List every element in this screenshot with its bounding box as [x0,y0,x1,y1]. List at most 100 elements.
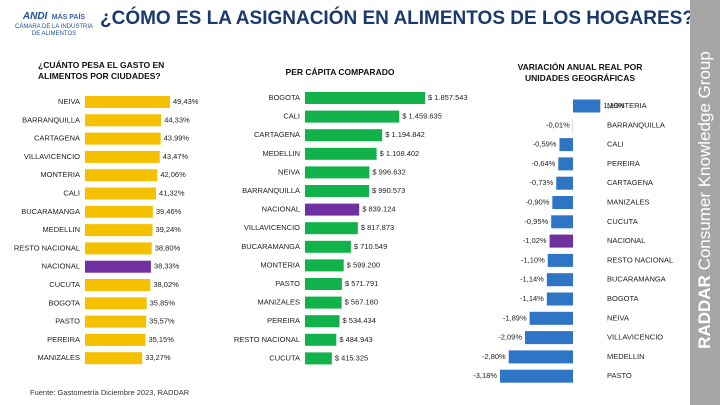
category-label: BARRANQUILLA [22,115,80,124]
chart-title: PER CÁPITA COMPARADO [285,67,395,77]
bar [85,224,153,237]
brand-band: RADDAR Consumer Knowledge Group [690,0,720,405]
bar [573,99,601,113]
category-label: CALI [607,140,624,149]
value-label: $ 534.434 [343,316,376,325]
category-label: PASTO [607,371,632,380]
category-label: NEIVA [607,313,629,322]
bar [305,222,358,235]
value-label: 39,24% [155,225,181,234]
value-label: $ 484.943 [339,335,372,344]
value-label: 39,46% [156,207,182,216]
chart-title: ¿CUÁNTO PESA EL GASTO EN ALIMENTOS POR C… [38,60,165,81]
value-label: $ 599.200 [347,260,380,269]
bar [305,296,342,309]
value-label: -1,89% [503,313,527,322]
bar [500,369,573,383]
bar [85,260,151,273]
category-label: PASTO [55,317,80,326]
category-label: NACIONAL [42,262,80,271]
value-label: 38,80% [155,243,181,252]
value-label: $ 1.194.842 [385,130,425,139]
category-label: PEREIRA [47,335,80,344]
value-label: -2,80% [482,352,506,361]
bar [85,169,158,182]
category-label: BUCARAMANGA [241,242,300,251]
bar [559,138,573,152]
logo-tagline: MÁS PAÍS [51,14,86,21]
bar [305,333,337,346]
category-label: MEDELLIN [262,149,300,158]
value-label: $ 415.325 [335,353,368,362]
value-label: -3,18% [473,371,497,380]
category-label: CARTAGENA [254,130,300,139]
value-label: 41,32% [159,188,185,197]
bar [305,129,383,142]
value-label: $ 1.108.402 [380,149,420,158]
category-label: PASTO [275,279,300,288]
logo: ANDI MÁS PAÍS CÁMARA DE LA INDUSTRIA DE … [14,6,94,38]
chart-title: VARIACIÓN ANUAL REAL POR UNIDADES GEOGRÁ… [517,62,643,83]
category-label: MEDELLIN [607,352,645,361]
value-label: 43,47% [163,152,189,161]
logo-brand: ANDI [22,11,48,22]
bar [85,150,160,163]
value-label: 38,02% [153,280,179,289]
bar [305,240,351,253]
bar [546,292,573,306]
bar [558,157,573,171]
category-label: CALI [63,188,80,197]
bar [529,311,573,325]
bar [305,110,400,123]
source-note: Fuente: Gastometría Diciembre 2023, RADD… [30,388,190,397]
bar [549,234,573,248]
value-label: -0,59% [533,140,557,149]
bar [547,253,573,267]
value-label: -1,14% [520,294,544,303]
value-label: -1,02% [523,236,547,245]
value-label: -0,64% [532,159,556,168]
category-label: CUCUTA [49,280,80,289]
category-label: MANIZALES [607,197,650,206]
category-label: CARTAGENA [607,178,653,187]
bar [85,242,152,255]
category-label: RESTO NACIONAL [14,243,80,252]
category-label: BARRANQUILLA [242,186,300,195]
category-label: MANIZALES [257,298,300,307]
category-label: CUCUTA [269,353,300,362]
category-label: VILLAVICENCIO [607,333,663,342]
value-label: 44,33% [164,115,190,124]
value-label: $ 571.791 [345,279,378,288]
value-label: 33,27% [145,353,171,362]
bar [85,205,153,218]
category-label: CUCUTA [607,217,638,226]
category-label: CARTAGENA [34,134,80,143]
value-label: -1,14% [520,275,544,284]
page-title: ¿CÓMO ES LA ASIGNACIÓN EN ALIMENTOS DE L… [100,8,694,29]
bar [85,187,157,200]
category-label: BUCARAMANGA [607,275,666,284]
category-label: MONTERIA [607,101,647,110]
category-label: BOGOTA [607,294,639,303]
bar [305,185,369,197]
category-label: BOGOTA [268,93,300,102]
value-label: $ 990.573 [372,186,405,195]
category-label: MONTERIA [260,260,300,269]
value-label: 35,15% [148,335,174,344]
category-label: RESTO NACIONAL [234,335,300,344]
bar [305,92,425,104]
bar [305,352,332,365]
category-label: CALI [283,112,300,121]
logo-subtitle: CÁMARA DE LA INDUSTRIA DE ALIMENTOS [14,24,94,37]
value-label: 43,99% [164,134,190,143]
bar [85,352,143,365]
category-label: BUCARAMANGA [21,207,80,216]
charts: NEIVA 49,43% BARRANQUILLA 44,33% CARTAGENA 43… [14,92,673,383]
category-label: NEIVA [278,167,300,176]
category-label: VILLAVICENCIO [244,223,300,232]
category-label: MONTERIA [40,170,80,179]
bar [551,215,573,229]
brand-tagline: Consumer Knowledge Group [695,51,714,271]
category-label: BARRANQUILLA [607,120,665,129]
